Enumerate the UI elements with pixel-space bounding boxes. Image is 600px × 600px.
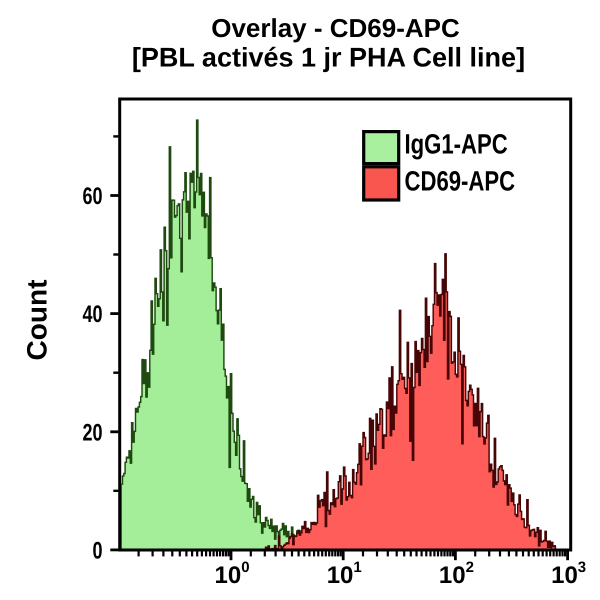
- svg-text:[PBL activés 1 jr PHA Cell lin: [PBL activés 1 jr PHA Cell line]: [132, 42, 525, 72]
- svg-text:103: 103: [551, 559, 586, 589]
- svg-text:Overlay - CD69-APC: Overlay - CD69-APC: [211, 13, 460, 43]
- svg-text:CD69-APC: CD69-APC: [405, 165, 516, 196]
- svg-text:60: 60: [82, 183, 102, 210]
- svg-text:40: 40: [82, 301, 102, 328]
- svg-text:Count: Count: [22, 280, 53, 361]
- svg-text:20: 20: [82, 419, 102, 446]
- svg-text:0: 0: [92, 537, 102, 564]
- svg-text:IgG1-APC: IgG1-APC: [405, 128, 508, 159]
